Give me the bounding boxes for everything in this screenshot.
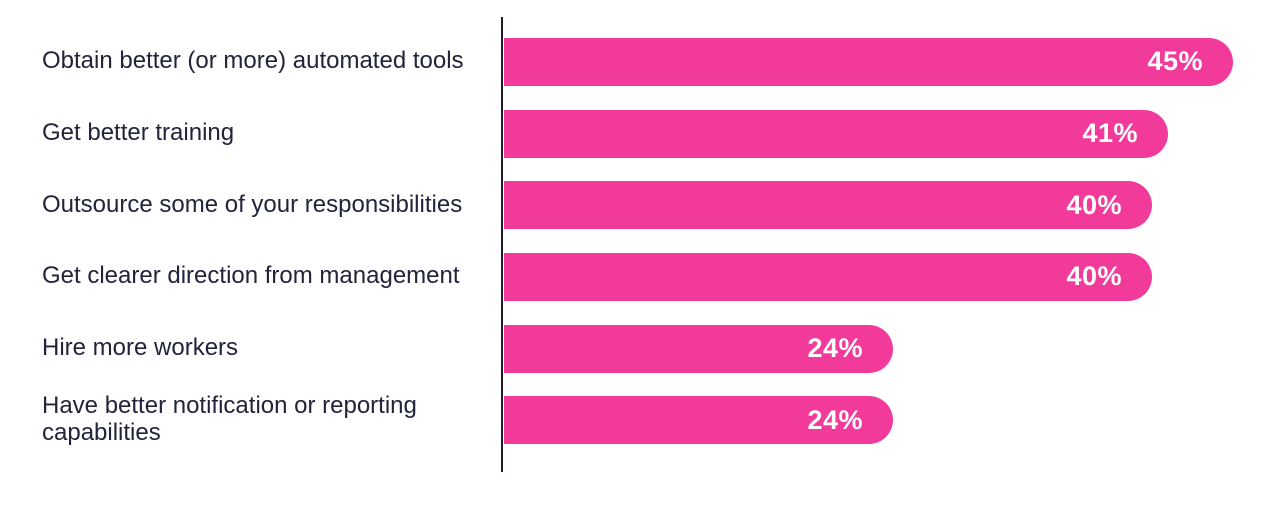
category-label: Hire more workers [42,334,239,362]
bar: 24% [504,396,893,445]
bar-row: Outsource some of your responsibilities … [0,169,1280,241]
bar-track: 40% [502,181,1280,230]
bar-track: 41% [502,109,1280,158]
category-label: Obtain better (or more) automated tools [42,47,464,75]
bar-value-label: 40% [1066,261,1122,292]
bar-row: Get better training 41% [0,98,1280,170]
bar-value-label: 24% [807,404,863,435]
bar: 45% [504,37,1233,86]
bar-value-label: 24% [807,333,863,364]
bar-track: 24% [502,396,1280,445]
bar: 41% [504,109,1168,158]
bar-row: Obtain better (or more) automated tools … [0,26,1280,98]
bar: 24% [504,324,893,373]
y-axis-line [501,17,503,472]
bar-track: 40% [502,252,1280,301]
bar: 40% [504,181,1152,230]
bar: 40% [504,252,1152,301]
bar-track: 45% [502,37,1280,86]
category-label: Get clearer direction from management [42,262,460,290]
category-label: Have better notification or reporting ca… [42,392,417,447]
bar-track: 24% [502,324,1280,373]
bar-row: Hire more workers 24% [0,313,1280,385]
category-label: Get better training [42,119,235,147]
bar-value-label: 40% [1066,189,1122,220]
bar-value-label: 45% [1147,46,1203,77]
bar-row: Have better notification or reporting ca… [0,384,1280,456]
bar-rows: Obtain better (or more) automated tools … [0,26,1280,456]
bar-value-label: 41% [1082,118,1138,149]
category-label: Outsource some of your responsibilities [42,190,463,218]
bar-row: Get clearer direction from management 40… [0,241,1280,313]
